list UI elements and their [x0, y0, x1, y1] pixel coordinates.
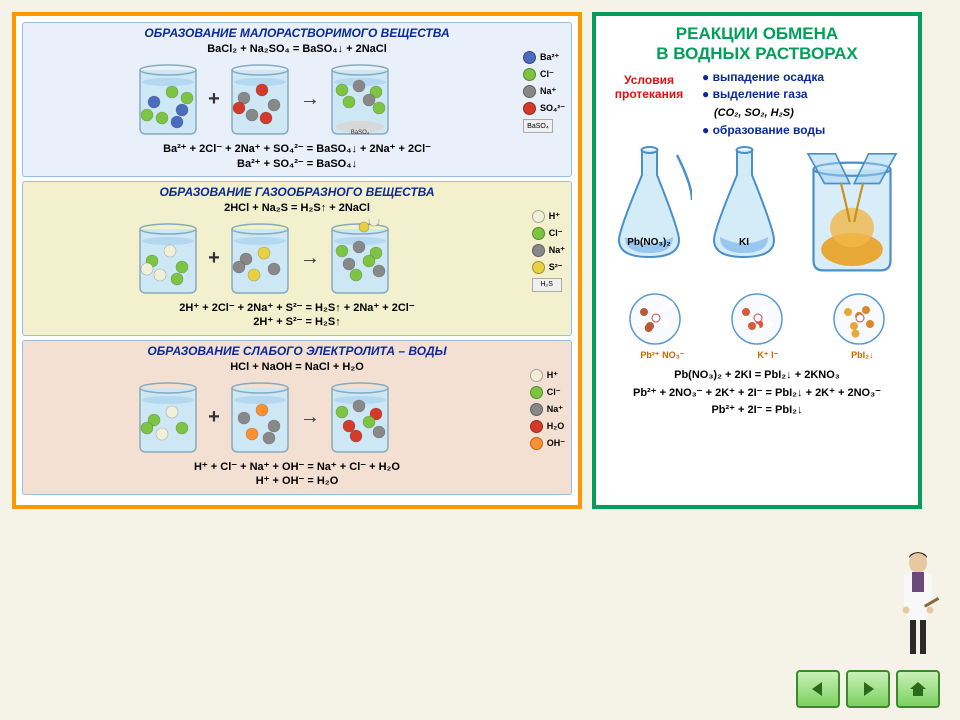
beaker-3 — [324, 378, 396, 456]
ion-circle-3 — [832, 292, 886, 346]
legend-item: Na⁺ — [523, 85, 565, 98]
right-equation: Pb²⁺ + 2I⁻ = PbI₂↓ — [604, 402, 910, 420]
legend-item: H₂O — [530, 420, 565, 433]
section-3: ОБРАЗОВАНИЕ СЛАБОГО ЭЛЕКТРОЛИТА – ВОДЫ H… — [22, 340, 572, 495]
equation-top: BaCl₂ + Na₂SO₄ = BaSO₄↓ + 2NaCl — [28, 42, 566, 56]
next-button[interactable] — [846, 670, 890, 708]
equation-top: HCl + NaOH = NaCl + H₂O — [28, 360, 566, 374]
flask-row: Pb(NO₃)₂ KI — [604, 145, 910, 282]
legend-item: Cl⁻ — [530, 386, 565, 399]
legend: H⁺Cl⁻Na⁺S²⁻H₂S — [532, 210, 565, 292]
ion-label-row: Pb²⁺ NO₃⁻ K⁺ I⁻ PbI₂↓ — [604, 350, 910, 361]
svg-text:BaSO₄: BaSO₄ — [351, 130, 370, 136]
legend: Ba²⁺Cl⁻Na⁺SO₄²⁻BaSO₄ — [523, 51, 565, 133]
beaker-2 — [224, 219, 296, 297]
beaker-row: + → BaSO₄ — [28, 60, 566, 138]
beaker-2 — [224, 60, 296, 138]
section-2: ОБРАЗОВАНИЕ ГАЗООБРАЗНОГО ВЕЩЕСТВА 2HCl … — [22, 181, 572, 336]
equation-ionic-full: Ba²⁺ + 2Cl⁻ + 2Na⁺ + SO₄²⁻ = BaSO₄↓ + 2N… — [28, 142, 566, 156]
section-title: ОБРАЗОВАНИЕ СЛАБОГО ЭЛЕКТРОЛИТА – ВОДЫ — [28, 344, 566, 358]
equation-ionic-net: Ba²⁺ + SO₄²⁻ = BaSO₄↓ — [28, 157, 566, 171]
equation-top: 2HCl + Na₂S = H₂S↑ + 2NaCl — [28, 201, 566, 215]
plus-icon: + — [208, 406, 220, 429]
section-title: ОБРАЗОВАНИЕ МАЛОРАСТВОРИМОГО ВЕЩЕСТВА — [28, 26, 566, 40]
beaker-3 — [324, 219, 396, 297]
legend-item: Ba²⁺ — [523, 51, 565, 64]
flask-2: KI — [702, 145, 787, 282]
ion-circle-2 — [730, 292, 784, 346]
arrow-icon: → — [300, 247, 320, 270]
ion-label: K⁺ I⁻ — [757, 350, 778, 361]
ion-label: PbI₂↓ — [851, 350, 874, 361]
legend: H⁺ Cl⁻ Na⁺ H₂O OH⁻ — [530, 369, 565, 450]
legend-item: Cl⁻ — [523, 68, 565, 81]
legend-item: H⁺ — [532, 210, 565, 223]
section-title: ОБРАЗОВАНИЕ ГАЗООБРАЗНОГО ВЕЩЕСТВА — [28, 185, 566, 199]
legend-item: Cl⁻ — [532, 227, 565, 240]
right-panel: РЕАКЦИИ ОБМЕНАВ ВОДНЫХ РАСТВОРАХ Условия… — [592, 12, 922, 509]
legend-item: SO₄²⁻ — [523, 102, 565, 115]
conditions-row: Условия протекания ● выпадение осадка● в… — [604, 69, 910, 139]
plus-icon: + — [208, 247, 220, 270]
plus-icon: + — [208, 88, 220, 111]
nav-buttons — [796, 670, 940, 708]
right-title: РЕАКЦИИ ОБМЕНАВ ВОДНЫХ РАСТВОРАХ — [604, 24, 910, 63]
conditions-bullets: ● выпадение осадка● выделение газа(CO₂, … — [702, 69, 825, 139]
arrow-icon: → — [300, 406, 320, 429]
prev-button[interactable] — [796, 670, 840, 708]
right-equation: Pb²⁺ + 2NO₃⁻ + 2K⁺ + 2I⁻ = PbI₂↓ + 2K⁺ +… — [604, 385, 910, 403]
right-equation: Pb(NO₃)₂ + 2KI = PbI₂↓ + 2KNO₃ — [604, 367, 910, 385]
equation-ionic-full: H⁺ + Cl⁻ + Na⁺ + OH⁻ = Na⁺ + Cl⁻ + H₂O — [28, 460, 566, 474]
beaker-1 — [132, 60, 204, 138]
condition-bullet: ● выпадение осадка — [702, 69, 825, 86]
left-panel: ОБРАЗОВАНИЕ МАЛОРАСТВОРИМОГО ВЕЩЕСТВА Ba… — [12, 12, 582, 509]
svg-text:Pb(NO₃)₂: Pb(NO₃)₂ — [627, 237, 671, 248]
flask-1: Pb(NO₃)₂ — [607, 145, 692, 282]
legend-item: S²⁻ — [532, 261, 565, 274]
scientist-figure — [894, 550, 942, 660]
section-1: ОБРАЗОВАНИЕ МАЛОРАСТВОРИМОГО ВЕЩЕСТВА Ba… — [22, 22, 572, 177]
ion-circle-1 — [628, 292, 682, 346]
svg-text:KI: KI — [739, 237, 749, 248]
ion-label: Pb²⁺ NO₃⁻ — [640, 350, 684, 361]
conditions-label: Условия протекания — [604, 69, 694, 139]
legend-item: Na⁺ — [532, 244, 565, 257]
equation-ionic-full: 2H⁺ + 2Cl⁻ + 2Na⁺ + S²⁻ = H₂S↑ + 2Na⁺ + … — [28, 301, 566, 315]
condition-bullet: ● выделение газа — [702, 86, 825, 103]
beaker-row: + → — [28, 219, 566, 297]
right-equations: Pb(NO₃)₂ + 2KI = PbI₂↓ + 2KNO₃Pb²⁺ + 2NO… — [604, 367, 910, 420]
arrow-icon: → — [300, 88, 320, 111]
equation-ionic-net: 2H⁺ + S²⁻ = H₂S↑ — [28, 315, 566, 329]
precipitate-beaker — [797, 145, 907, 282]
beaker-2 — [224, 378, 296, 456]
condition-bullet: ● образование воды — [702, 122, 825, 139]
legend-item: H⁺ — [530, 369, 565, 382]
beaker-row: + → — [28, 378, 566, 456]
condition-bullet: (CO₂, SO₂, H₂S) — [702, 104, 825, 122]
legend-item: OH⁻ — [530, 437, 565, 450]
home-button[interactable] — [896, 670, 940, 708]
equation-ionic-net: H⁺ + OH⁻ = H₂O — [28, 474, 566, 488]
beaker-1 — [132, 219, 204, 297]
ion-circle-row — [604, 292, 910, 346]
beaker-1 — [132, 378, 204, 456]
legend-item: Na⁺ — [530, 403, 565, 416]
beaker-3: BaSO₄ — [324, 60, 396, 138]
